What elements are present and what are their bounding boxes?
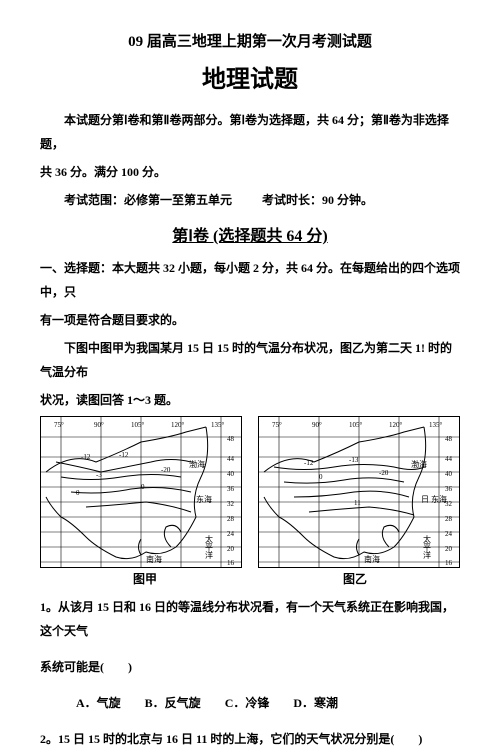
svg-text:-13: -13 bbox=[349, 456, 359, 464]
section-1-instr-1: 一、选择题：本大题共 32 小题，每小题 2 分，共 64 分。在每题给出的四个… bbox=[40, 256, 460, 304]
q1-opt-c: C．冷锋 bbox=[225, 696, 270, 710]
svg-text:20: 20 bbox=[227, 545, 235, 553]
question-1-line2: 系统可能是( ) bbox=[40, 655, 460, 679]
svg-text:36: 36 bbox=[445, 485, 453, 493]
map-left-svg: 75° 90° 105° 120° 135° 48 44 40 36 32 28 24 20 16… bbox=[41, 417, 241, 567]
svg-text:太平洋: 太平洋 bbox=[423, 534, 432, 560]
svg-text:0: 0 bbox=[319, 473, 323, 481]
svg-text:0: 0 bbox=[141, 483, 145, 491]
svg-text:日 东海: 日 东海 bbox=[421, 494, 447, 504]
question-1-line1: 1。从该月 15 日和 16 日的等温线分布状况看，有一个天气系统正在影响我国，… bbox=[40, 595, 460, 643]
map-caption-left: 图甲 bbox=[133, 570, 157, 587]
svg-text:36: 36 bbox=[227, 485, 235, 493]
section-1-instr-2: 有一项是符合题目要求的。 bbox=[40, 308, 460, 332]
svg-text:32: 32 bbox=[227, 500, 235, 508]
maps-row: 75° 90° 105° 120° 135° 48 44 40 36 32 28 24 20 16… bbox=[40, 416, 460, 568]
svg-text:-20: -20 bbox=[161, 466, 171, 474]
svg-text:南海: 南海 bbox=[146, 554, 162, 564]
intro-line-1: 本试题分第Ⅰ卷和第Ⅱ卷两部分。第Ⅰ卷为选择题，共 64 分；第Ⅱ卷为非选择题， bbox=[40, 108, 460, 156]
exam-page: 09 届高三地理上期第一次月考测试题 地理试题 本试题分第Ⅰ卷和第Ⅱ卷两部分。第… bbox=[0, 0, 500, 706]
svg-text:28: 28 bbox=[227, 515, 235, 523]
map-caption-row: 图甲 图乙 bbox=[40, 570, 460, 587]
map-caption-right: 图乙 bbox=[343, 570, 367, 587]
svg-text:75°: 75° bbox=[272, 421, 282, 429]
exam-duration: 考试时长：90 分钟。 bbox=[262, 193, 373, 207]
q1-opt-a: A．气旋 bbox=[76, 696, 121, 710]
svg-text:20: 20 bbox=[445, 545, 453, 553]
question-2: 2。15 日 15 时的北京与 16 日 11 时的上海，它们的天气状况分别是(… bbox=[40, 727, 460, 751]
svg-text:-12: -12 bbox=[81, 453, 91, 461]
svg-text:40: 40 bbox=[227, 470, 235, 478]
intro-line-2: 共 36 分。满分 100 分。 bbox=[40, 160, 460, 184]
exam-scope: 考试范围：必修第一至第五单元 bbox=[64, 193, 232, 207]
question-1-options: A．气旋 B．反气旋 C．冷锋 D．寒潮 bbox=[40, 691, 460, 715]
svg-text:135°: 135° bbox=[429, 421, 443, 429]
paper-title: 地理试题 bbox=[40, 59, 460, 94]
svg-text:105°: 105° bbox=[349, 421, 363, 429]
svg-text:-12: -12 bbox=[119, 451, 129, 459]
paper-subtitle: 09 届高三地理上期第一次月考测试题 bbox=[40, 30, 460, 51]
svg-text:48: 48 bbox=[227, 435, 235, 443]
svg-text:16: 16 bbox=[445, 559, 453, 567]
q1-opt-d: D．寒潮 bbox=[293, 696, 338, 710]
svg-text:120°: 120° bbox=[389, 421, 403, 429]
map-right-svg: 75°90° 105°120°135° 484440 363228 242016… bbox=[259, 417, 459, 567]
svg-text:135°: 135° bbox=[211, 421, 225, 429]
svg-text:44: 44 bbox=[445, 455, 453, 463]
svg-text:16: 16 bbox=[227, 559, 235, 567]
svg-text:渤海: 渤海 bbox=[189, 459, 205, 469]
svg-text:太平洋: 太平洋 bbox=[205, 534, 214, 560]
svg-text:75°: 75° bbox=[54, 421, 64, 429]
svg-text:东海: 东海 bbox=[196, 494, 212, 504]
svg-text:-3: -3 bbox=[96, 471, 102, 479]
map-right: 75°90° 105°120°135° 484440 363228 242016… bbox=[258, 416, 460, 568]
svg-text:11: 11 bbox=[354, 499, 361, 507]
svg-text:48: 48 bbox=[445, 435, 453, 443]
figure-intro-1: 下图中图甲为我国某月 15 日 15 时的气温分布状况，图乙为第二天 1! 时的… bbox=[40, 336, 460, 384]
svg-text:90°: 90° bbox=[94, 421, 104, 429]
svg-text:24: 24 bbox=[227, 530, 235, 538]
section-1-title: 第Ⅰ卷 (选择题共 64 分) bbox=[40, 222, 460, 246]
q1-opt-b: B．反气旋 bbox=[145, 696, 201, 710]
svg-text:24: 24 bbox=[445, 530, 453, 538]
exam-scope-line: 考试范围：必修第一至第五单元 考试时长：90 分钟。 bbox=[40, 188, 460, 212]
svg-text:南海: 南海 bbox=[364, 554, 380, 564]
svg-text:44: 44 bbox=[227, 455, 235, 463]
svg-text:105°: 105° bbox=[131, 421, 145, 429]
svg-text:-20: -20 bbox=[379, 469, 389, 477]
svg-text:120°: 120° bbox=[171, 421, 185, 429]
svg-text:90°: 90° bbox=[312, 421, 322, 429]
svg-text:0: 0 bbox=[76, 489, 80, 497]
figure-intro-2: 状况，读图回答 1～3 题。 bbox=[40, 388, 460, 412]
svg-text:40: 40 bbox=[445, 470, 453, 478]
map-left: 75° 90° 105° 120° 135° 48 44 40 36 32 28 24 20 16… bbox=[40, 416, 242, 568]
svg-text:28: 28 bbox=[445, 515, 453, 523]
svg-text:-12: -12 bbox=[304, 459, 314, 467]
svg-text:渤海: 渤海 bbox=[411, 459, 427, 469]
